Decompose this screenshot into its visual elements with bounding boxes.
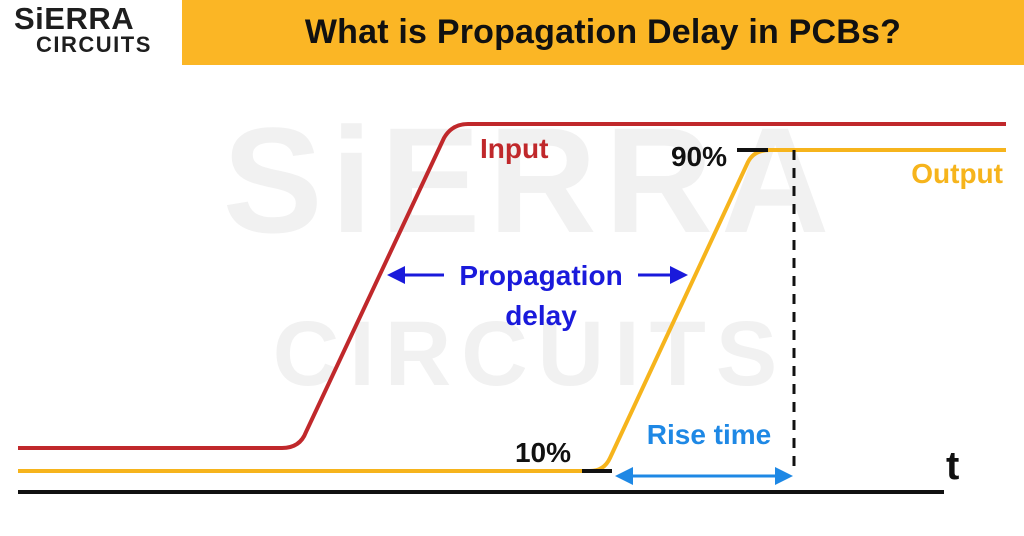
watermark-line1: SiERRA: [223, 96, 838, 264]
header: SiERRA CIRCUITS What is Propagation Dela…: [0, 0, 1024, 65]
rise-time-label: Rise time: [647, 419, 772, 450]
sierra-circuits-logo: SiERRA CIRCUITS: [0, 0, 182, 65]
level-90-label: 90%: [671, 141, 727, 172]
input-label: Input: [480, 133, 548, 164]
page-title: What is Propagation Delay in PCBs?: [304, 13, 902, 51]
input-waveform: [18, 122, 1006, 450]
logo-wordmark-top: SiERRA: [14, 1, 135, 36]
title-bar: What is Propagation Delay in PCBs?: [182, 0, 1024, 65]
logo-wordmark-bottom: CIRCUITS: [36, 32, 152, 57]
level-10-label: 10%: [515, 437, 571, 468]
delay-label-line1: Propagation: [459, 260, 622, 291]
delay-label-line2: delay: [505, 300, 577, 331]
output-label: Output: [911, 158, 1003, 189]
time-axis-label: t: [946, 444, 959, 488]
